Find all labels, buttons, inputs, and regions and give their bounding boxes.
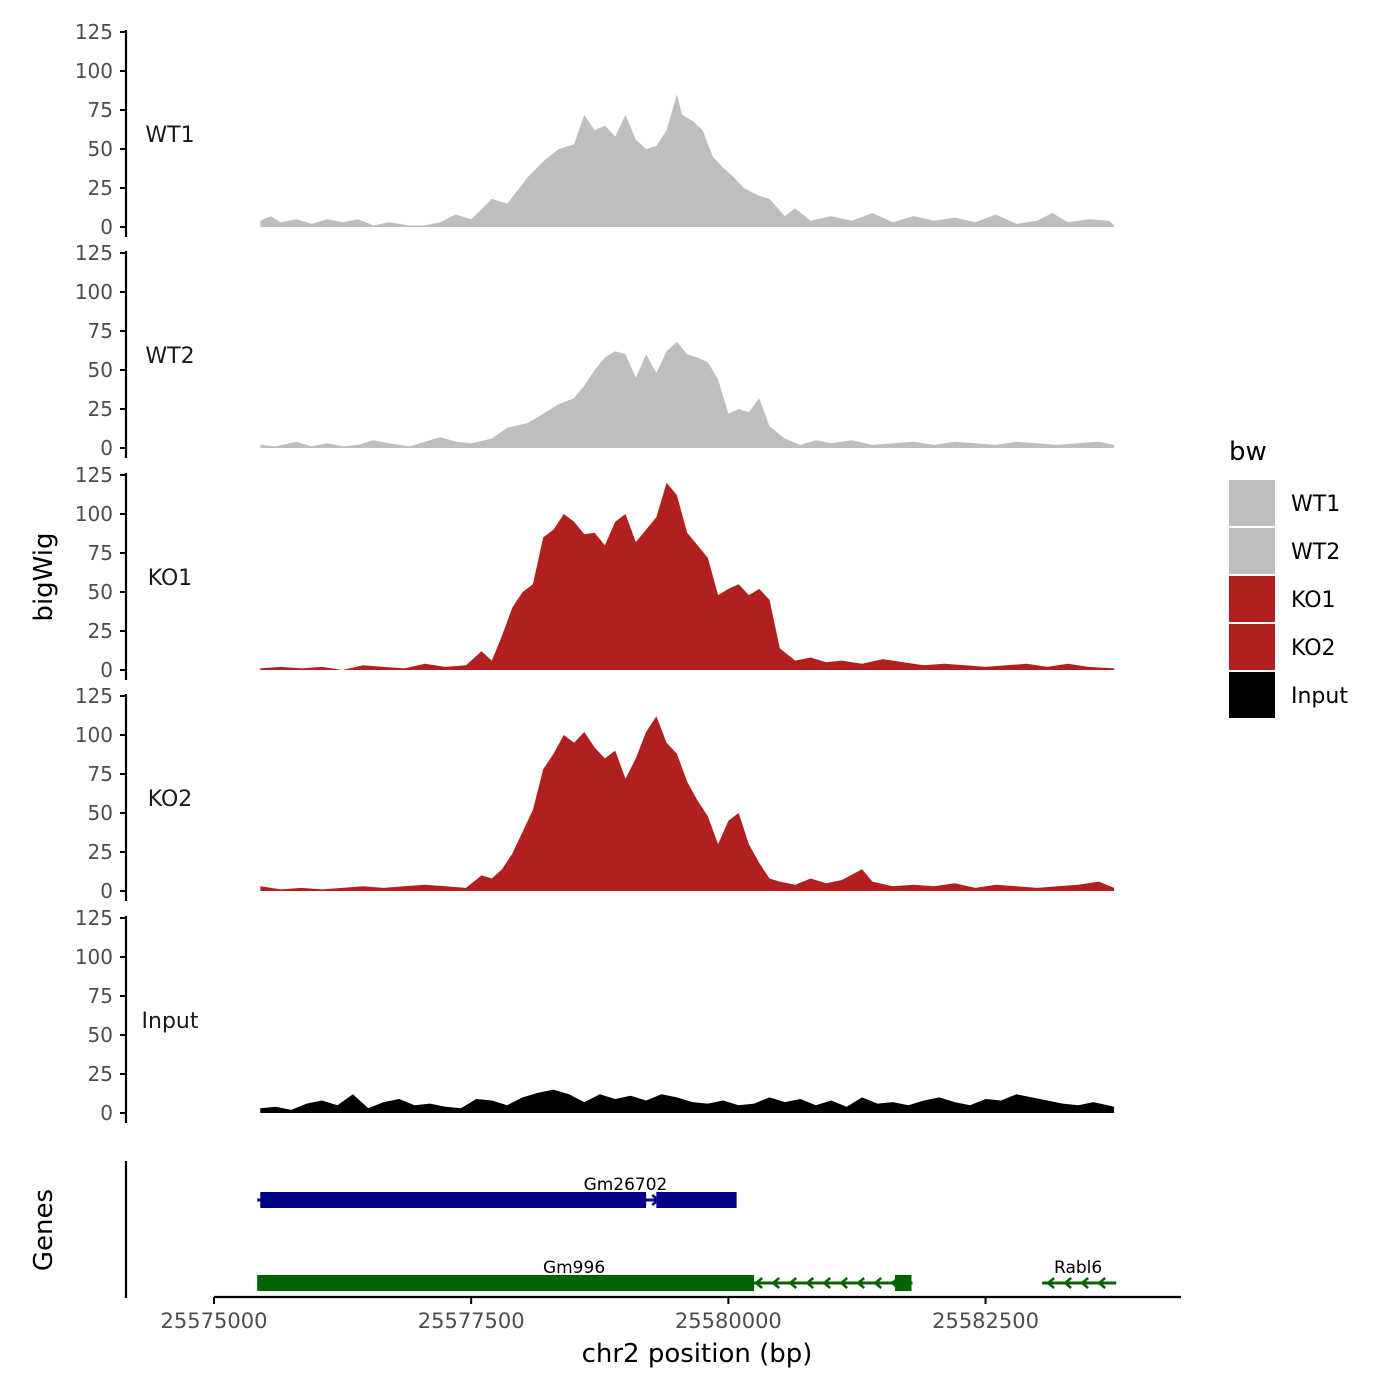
track-label: KO2 [148, 787, 193, 812]
track-label: KO1 [148, 566, 193, 591]
coverage-tracks: 0 25 50 75 100 125 WT1 0 25 50 75 100 125 WT2 0 25 50 75 1… [75, 20, 1115, 1125]
strand-arrow [1063, 1277, 1072, 1289]
track-wt1: 0 25 50 75 100 125 WT1 [75, 20, 1115, 239]
y-tick-label: 0 [100, 658, 113, 682]
strand-arrow [1080, 1277, 1089, 1289]
gene-label: Rabl6 [1054, 1258, 1102, 1278]
y-tick-label: 50 [88, 1023, 113, 1047]
strand-arrow [873, 1277, 883, 1289]
legend-swatch [1229, 528, 1275, 574]
y-tick-label: 0 [100, 215, 113, 239]
x-tick-label: 25582500 [932, 1309, 1039, 1333]
legend-label: KO2 [1291, 636, 1336, 661]
legend-item-wt1: WT1 [1229, 480, 1340, 526]
x-tick-label: 25580000 [675, 1309, 782, 1333]
y-tick-label: 100 [75, 945, 113, 969]
strand-arrow [771, 1277, 781, 1289]
x-axis: 25575000 25577500 25580000 25582500 [161, 1295, 1181, 1333]
legend-swatch [1229, 480, 1275, 526]
area-input [260, 1089, 1115, 1113]
legend-swatch [1229, 576, 1275, 622]
y-tick-label: 125 [75, 241, 113, 265]
gene-gm26702: Gm26702 [257, 1175, 737, 1208]
y-tick-label: 75 [88, 319, 113, 343]
legend-item-wt2: WT2 [1229, 528, 1340, 574]
track-ko2: 0 25 50 75 100 125 KO2 [75, 684, 1115, 903]
track-label: Input [142, 1009, 199, 1034]
y-tick-label: 75 [88, 984, 113, 1008]
gene-exon [656, 1192, 737, 1208]
strand-arrow [788, 1277, 798, 1289]
gene-track: Gm26702 Gm996 Rabl6 [257, 1175, 1117, 1291]
legend-item-ko2: KO2 [1229, 624, 1336, 670]
y-tick-label: 125 [75, 463, 113, 487]
legend-label: KO1 [1291, 588, 1336, 613]
gene-rabl6: Rabl6 [1042, 1258, 1117, 1289]
gene-exon [257, 1275, 755, 1291]
strand-arrow [754, 1277, 764, 1289]
strand-arrow [1097, 1277, 1106, 1289]
y-tick-label: 100 [75, 280, 113, 304]
track-wt2: 0 25 50 75 100 125 WT2 [75, 241, 1115, 460]
legend-swatch [1229, 672, 1275, 718]
area-wt2 [260, 341, 1115, 448]
y-tick-label: 50 [88, 801, 113, 825]
track-input: 0 25 50 75 100 125 Input [75, 906, 1115, 1125]
legend-label: WT1 [1291, 492, 1340, 517]
y-tick-label: 50 [88, 137, 113, 161]
y-tick-label: 0 [100, 879, 113, 903]
y-tick-label: 25 [88, 397, 113, 421]
y-tick-label: 75 [88, 98, 113, 122]
track-ko1: 0 25 50 75 100 125 KO1 [75, 463, 1115, 682]
y-tick-label: 0 [100, 436, 113, 460]
area-ko2 [260, 716, 1115, 891]
gene-exon [895, 1275, 912, 1291]
y-tick-label: 25 [88, 619, 113, 643]
strand-arrow [1046, 1277, 1055, 1289]
y-tick-label: 50 [88, 358, 113, 382]
y-tick-label: 0 [100, 1101, 113, 1125]
genes-axis-label: Genes [29, 1189, 59, 1271]
y-tick-label: 25 [88, 840, 113, 864]
gene-label: Gm996 [543, 1258, 605, 1278]
y-tick-label: 125 [75, 684, 113, 708]
y-tick-label: 25 [88, 1062, 113, 1086]
y-axis-label: bigWig [29, 532, 59, 621]
area-wt1 [260, 94, 1115, 228]
legend-item-input: Input [1229, 672, 1348, 718]
legend-item-ko1: KO1 [1229, 576, 1336, 622]
gene-label: Gm26702 [584, 1175, 668, 1195]
area-ko1 [260, 482, 1115, 670]
y-tick-label: 125 [75, 20, 113, 44]
strand-arrow [856, 1277, 866, 1289]
strand-arrow [822, 1277, 832, 1289]
legend: bw WT1 WT2 KO1 KO2 Input [1229, 437, 1348, 718]
gene-exon [260, 1192, 647, 1208]
legend-swatch [1229, 624, 1275, 670]
y-tick-label: 100 [75, 502, 113, 526]
gene-gm996: Gm996 [257, 1258, 913, 1291]
y-tick-label: 75 [88, 762, 113, 786]
track-label: WT1 [145, 123, 194, 148]
legend-title: bw [1229, 437, 1267, 467]
x-axis-label: chr2 position (bp) [582, 1339, 813, 1369]
y-tick-label: 100 [75, 723, 113, 747]
y-tick-label: 75 [88, 541, 113, 565]
legend-label: WT2 [1291, 540, 1340, 565]
y-tick-label: 50 [88, 580, 113, 604]
y-tick-label: 100 [75, 59, 113, 83]
x-tick-label: 25575000 [161, 1309, 268, 1333]
x-tick-label: 25577500 [418, 1309, 525, 1333]
strand-arrow [839, 1277, 849, 1289]
legend-label: Input [1291, 684, 1348, 709]
track-label: WT2 [145, 344, 194, 369]
y-tick-label: 25 [88, 176, 113, 200]
y-tick-label: 125 [75, 906, 113, 930]
strand-arrow [805, 1277, 815, 1289]
